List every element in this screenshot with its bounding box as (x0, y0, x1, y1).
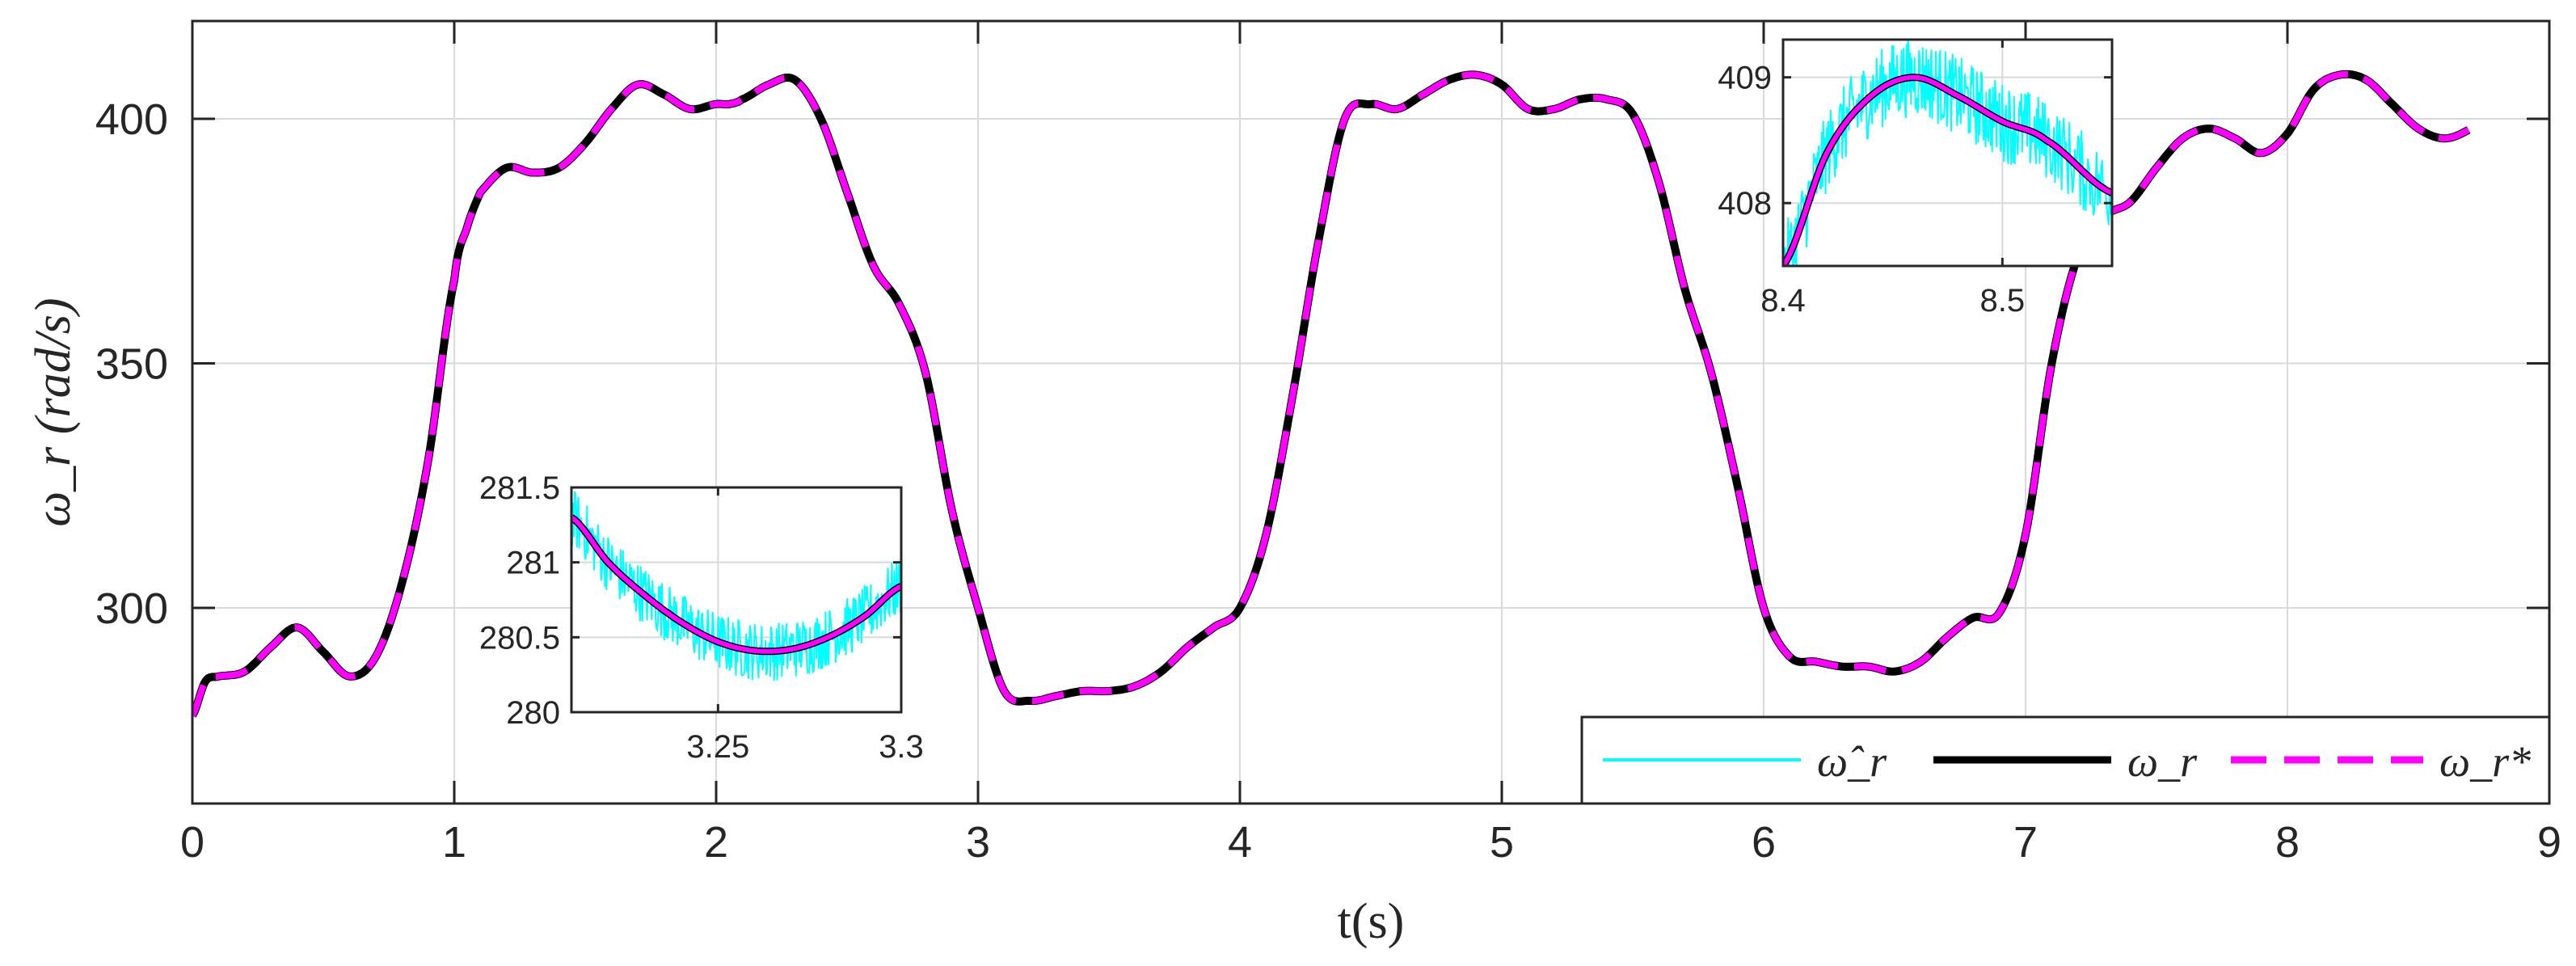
inset-1-lines (571, 491, 901, 681)
inset-2-x-tick-label: 8.4 (1760, 283, 1806, 318)
plot-area (192, 21, 2549, 804)
main-x-tick-label: 4 (1228, 818, 1252, 867)
inset-2-frame (1781, 38, 2114, 268)
main-x-tick-label: 7 (2013, 818, 2038, 867)
x-axis-label: t(s) (1338, 894, 1405, 949)
inset-1: 3.25 3.3 280 280.5 281 281.5 (479, 470, 924, 765)
inset-1-x-tick-label: 3.25 (686, 729, 749, 765)
inset-1-background (571, 487, 901, 712)
inset-1-ticks: 3.25 3.3 280 280.5 281 281.5 (479, 470, 924, 765)
main-x-tick-label: 2 (704, 818, 728, 867)
main-series-reference (192, 70, 2471, 718)
main-x-tick-label: 3 (966, 818, 990, 867)
legend: ω̂_r ω_r ω_r* (1580, 715, 2551, 805)
inset-2-y-tick-label: 409 (1718, 61, 1772, 96)
inset-1-x-tick-label: 3.3 (879, 729, 924, 765)
main-ticks: 0 1 2 3 4 5 6 7 8 9 300 350 400 (95, 21, 2561, 867)
plot-frame (191, 19, 2551, 805)
main-x-tick-label: 0 (180, 818, 204, 867)
main-x-tick-label: 5 (1490, 818, 1514, 867)
main-x-tick-label: 8 (2275, 818, 2300, 867)
main-x-tick-label: 6 (1752, 818, 1776, 867)
legend-label-reference: ω_r* (2439, 737, 2531, 786)
inset-2-series-reference (1783, 74, 2112, 266)
inset-1-y-tick-label: 280.5 (479, 620, 560, 656)
main-x-tick-label: 9 (2537, 818, 2561, 867)
inset-1-frame (570, 486, 903, 714)
inset-1-series-reference (571, 515, 901, 654)
main-y-tick-label: 300 (95, 584, 168, 633)
inset-2-ticks: 8.4 8.5 408 409 (1718, 40, 2112, 318)
main-y-tick-label: 400 (95, 95, 168, 144)
inset-1-y-tick-label: 281.5 (479, 470, 560, 506)
inset-2: 8.4 8.5 408 409 (1718, 38, 2114, 318)
main-y-tick-label: 350 (95, 340, 168, 388)
inset-1-y-tick-label: 280 (506, 695, 560, 731)
legend-label-actual: ω_r (2127, 737, 2198, 786)
main-x-tick-label: 1 (442, 818, 466, 867)
inset-1-y-tick-label: 281 (506, 546, 560, 581)
inset-2-y-tick-label: 408 (1718, 186, 1772, 221)
inset-2-x-tick-label: 8.5 (1980, 283, 2026, 318)
inset-2-lines (1783, 40, 2112, 266)
y-axis-label: ω_r (rad/s) (26, 297, 81, 526)
legend-label-estimated: ω̂_r (1817, 737, 1887, 786)
